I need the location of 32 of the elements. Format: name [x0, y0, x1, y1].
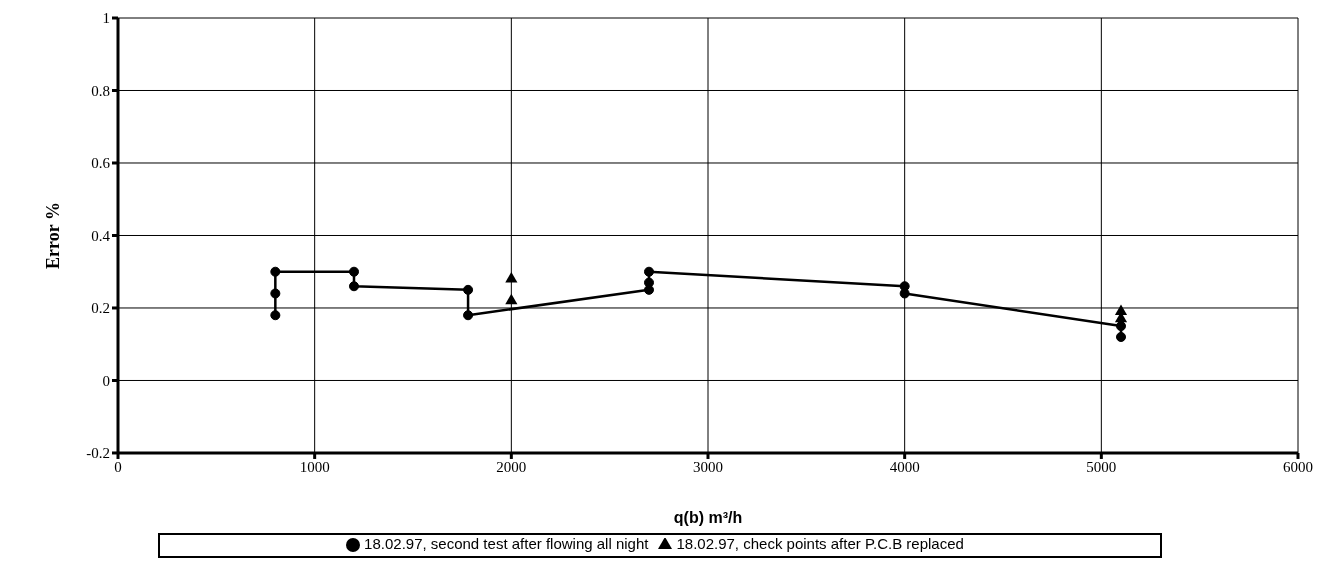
point: [463, 310, 474, 321]
x-tick-label: 1000: [299, 458, 330, 475]
point: [1115, 331, 1127, 342]
point: [1115, 321, 1127, 332]
y-tick-label: 0.2: [91, 300, 110, 317]
x-tick-label: 6000: [1283, 458, 1313, 475]
x-axis-title: q(b) m³/h: [673, 508, 743, 526]
x-tick-label: 2000: [496, 458, 527, 475]
legend-label: 18.02.97, check points after P.C.B replaced: [676, 534, 964, 552]
point: [505, 271, 518, 283]
point: [348, 266, 360, 277]
y-tick-label: 1: [102, 10, 110, 27]
point: [270, 310, 281, 321]
point: [505, 293, 518, 305]
y-tick-label: 0.6: [91, 155, 111, 172]
y-tick-label: -0.2: [86, 445, 110, 462]
y-tick-label: 0.8: [91, 82, 110, 99]
point: [348, 281, 360, 292]
point: [270, 266, 281, 277]
y-tick-label: 0: [102, 372, 110, 389]
x-tick-label: 0: [114, 458, 122, 475]
point: [899, 288, 910, 299]
y-axis-title: Error %: [43, 202, 64, 269]
y-tick-label: 0.4: [91, 227, 111, 244]
x-tick-label: 4000: [889, 458, 920, 475]
x-tick-label: 3000: [693, 458, 723, 475]
point: [643, 277, 655, 288]
point: [463, 284, 474, 295]
point: [270, 288, 281, 299]
legend-label: 18.02.97, second test after flowing all night: [364, 534, 649, 552]
x-tick-label: 5000: [1086, 458, 1117, 475]
point: [643, 266, 655, 277]
